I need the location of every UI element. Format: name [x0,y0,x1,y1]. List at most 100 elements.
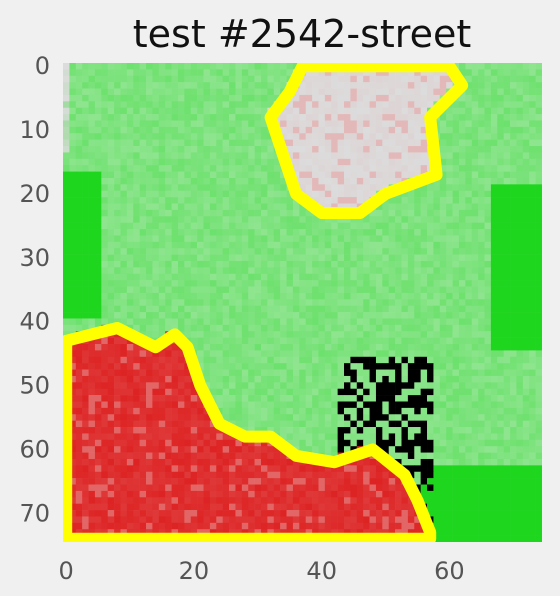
heatmap-cell [305,446,313,453]
heatmap-cell [318,184,326,192]
heatmap-cell [75,152,83,160]
heatmap-cell [344,158,351,166]
heatmap-cell [484,280,492,287]
heatmap-cell [382,139,390,147]
heatmap-cell [344,165,351,172]
heatmap-cell [522,120,530,128]
heatmap-cell [427,375,434,383]
heatmap-cell [209,427,217,434]
heatmap-cell [241,260,249,268]
heatmap-cell [388,446,396,453]
heatmap-cell [465,401,473,409]
heatmap-cell [280,363,287,370]
heatmap-cell [497,420,504,428]
heatmap-cell [414,305,421,313]
heatmap-cell [375,401,383,409]
heatmap-cell [190,165,198,172]
heatmap-cell [458,190,466,198]
heatmap-cell [522,184,530,192]
heatmap-cell [107,388,115,396]
heatmap-cell [107,82,115,89]
heatmap-cell [165,382,172,390]
heatmap-cell [356,312,364,319]
heatmap-cell [465,471,473,479]
heatmap-cell [120,120,128,128]
heatmap-cell [299,82,306,89]
heatmap-cell [267,280,275,287]
heatmap-cell [139,433,147,441]
heatmap-cell [158,254,166,262]
heatmap-cell [229,446,236,453]
heatmap-cell [312,401,319,409]
heatmap-cell [388,82,396,89]
heatmap-cell [522,382,530,390]
heatmap-cell [69,203,77,211]
heatmap-cell [120,75,128,83]
heatmap-cell [471,420,479,428]
heatmap-cell [139,235,147,243]
heatmap-cell [248,280,255,287]
heatmap-cell [88,139,96,147]
heatmap-cell [439,133,447,140]
heatmap-cell [414,375,421,383]
heatmap-cell [407,146,415,153]
heatmap-cell [152,126,160,134]
heatmap-cell [407,216,415,223]
heatmap-cell [407,280,415,287]
heatmap-cell [395,452,402,460]
heatmap-cell [203,114,211,121]
heatmap-cell [395,120,402,128]
heatmap-cell [363,229,370,236]
heatmap-cell [107,267,115,275]
heatmap-cell [318,216,326,223]
heatmap-cell [241,458,249,466]
heatmap-cell [254,152,262,160]
heatmap-cell [414,165,421,172]
heatmap-cell [478,344,485,351]
heatmap-cell [216,235,223,243]
heatmap-cell [401,280,409,287]
heatmap-cell [94,69,102,77]
heatmap-cell [286,401,294,409]
heatmap-cell [133,75,140,83]
heatmap-cell [324,439,332,447]
heatmap-cell [209,452,217,460]
heatmap-cell [305,94,313,102]
heatmap-cell [458,216,466,223]
heatmap-cell [331,312,338,319]
heatmap-cell [465,216,473,223]
heatmap-cell [312,478,319,485]
heatmap-cell [529,152,536,160]
heatmap-cell [305,120,313,128]
heatmap-cell [235,184,243,192]
heatmap-cell [82,133,89,140]
heatmap-cell [209,273,217,281]
heatmap-cell [101,414,109,421]
heatmap-cell [165,94,172,102]
heatmap-cell [446,139,453,147]
heatmap-cell [388,75,396,83]
heatmap-cell [490,209,498,217]
heatmap-cell [324,312,332,319]
heatmap-cell [177,107,185,115]
heatmap-cell [299,248,306,255]
heatmap-cell [75,286,83,294]
heatmap-cell [331,439,338,447]
heatmap-cell [535,427,542,434]
heatmap-cell [190,312,198,319]
heatmap-cell [510,82,517,89]
heatmap-cell [126,401,134,409]
heatmap-cell [273,216,281,223]
heatmap-cell [375,267,383,275]
heatmap-cell [471,363,479,370]
heatmap-cell [254,235,262,243]
heatmap-cell [324,350,332,358]
heatmap-cell [414,350,421,358]
heatmap-cell [133,318,140,326]
heatmap-cell [369,209,377,217]
heatmap-cell [203,286,211,294]
heatmap-cell [382,158,390,166]
heatmap-cell [152,267,160,275]
heatmap-cell [458,177,466,185]
heatmap-cell [446,75,453,83]
